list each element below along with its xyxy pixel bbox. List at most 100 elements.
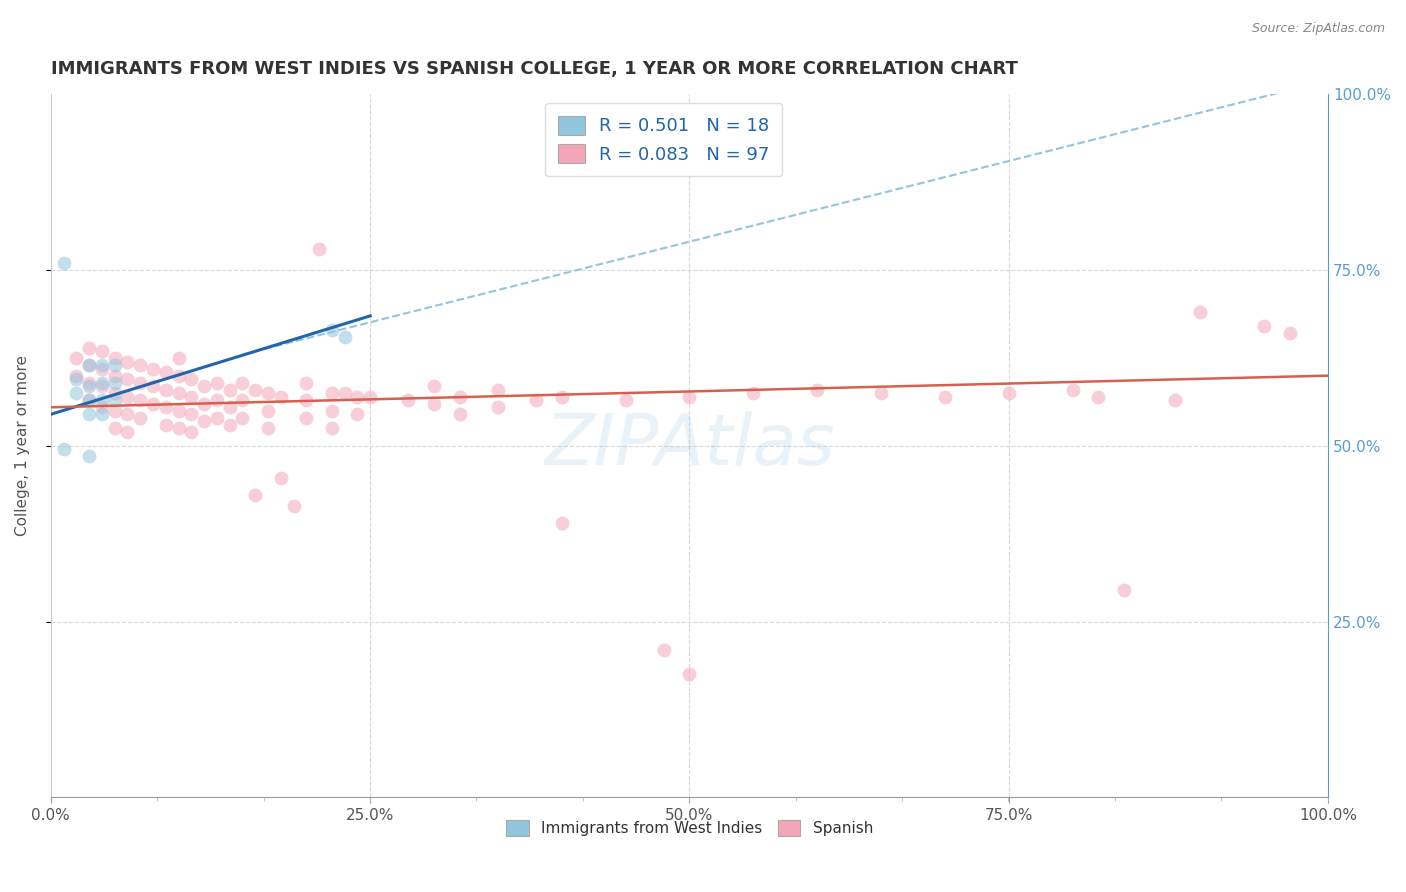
Point [270, 390, 292, 404]
Point [245, 383, 267, 397]
Point [346, 407, 368, 421]
Point [1164, 393, 1187, 408]
Point [423, 379, 446, 393]
Point [77, 376, 100, 390]
Point [180, 372, 202, 386]
Point [333, 386, 356, 401]
Point [998, 386, 1021, 401]
Point [155, 417, 177, 432]
Point [104, 351, 127, 365]
Point [117, 425, 139, 439]
Point [65, 351, 87, 365]
Point [117, 407, 139, 421]
Point [104, 393, 127, 408]
Point [104, 404, 127, 418]
Point [90, 401, 112, 415]
Point [142, 361, 165, 376]
Point [257, 404, 280, 418]
Point [321, 386, 343, 401]
Point [321, 421, 343, 435]
Point [117, 354, 139, 368]
Point [90, 379, 112, 393]
Point [90, 344, 112, 359]
Point [52, 256, 75, 270]
Point [90, 393, 112, 408]
Point [1062, 383, 1084, 397]
Point [218, 401, 240, 415]
Point [678, 667, 700, 681]
Point [167, 368, 190, 383]
Point [155, 383, 177, 397]
Point [129, 410, 152, 425]
Point [205, 410, 228, 425]
Point [283, 499, 305, 513]
Point [205, 393, 228, 408]
Point [117, 390, 139, 404]
Legend: Immigrants from West Indies, Spanish: Immigrants from West Indies, Spanish [499, 814, 879, 843]
Point [551, 516, 574, 531]
Point [65, 368, 87, 383]
Point [180, 390, 202, 404]
Point [90, 358, 112, 372]
Point [398, 393, 420, 408]
Point [167, 386, 190, 401]
Point [359, 390, 381, 404]
Point [1189, 305, 1212, 319]
Point [295, 376, 318, 390]
Point [104, 368, 127, 383]
Point [333, 330, 356, 344]
Point [104, 376, 127, 390]
Point [231, 410, 253, 425]
Point [614, 393, 637, 408]
Point [678, 390, 700, 404]
Point [129, 393, 152, 408]
Point [257, 421, 280, 435]
Text: ZIPAtlas: ZIPAtlas [544, 411, 835, 481]
Point [104, 358, 127, 372]
Point [65, 386, 87, 401]
Point [129, 376, 152, 390]
Point [104, 421, 127, 435]
Point [193, 379, 215, 393]
Point [77, 379, 100, 393]
Point [270, 470, 292, 484]
Point [321, 323, 343, 337]
Point [652, 642, 675, 657]
Point [167, 404, 190, 418]
Point [1278, 326, 1301, 341]
Point [142, 397, 165, 411]
Point [231, 393, 253, 408]
Point [308, 242, 330, 256]
Point [486, 383, 509, 397]
Y-axis label: College, 1 year or more: College, 1 year or more [15, 355, 30, 536]
Point [90, 376, 112, 390]
Point [65, 372, 87, 386]
Point [77, 341, 100, 355]
Point [77, 393, 100, 408]
Point [806, 383, 828, 397]
Point [90, 361, 112, 376]
Point [524, 393, 547, 408]
Point [934, 390, 956, 404]
Point [77, 450, 100, 464]
Point [551, 390, 574, 404]
Point [218, 383, 240, 397]
Point [870, 386, 893, 401]
Point [1087, 390, 1109, 404]
Point [205, 376, 228, 390]
Point [321, 404, 343, 418]
Point [486, 401, 509, 415]
Point [295, 393, 318, 408]
Point [742, 386, 765, 401]
Point [193, 414, 215, 428]
Point [117, 372, 139, 386]
Point [193, 397, 215, 411]
Point [129, 358, 152, 372]
Point [180, 425, 202, 439]
Point [90, 407, 112, 421]
Point [77, 393, 100, 408]
Point [142, 379, 165, 393]
Point [77, 358, 100, 372]
Point [167, 421, 190, 435]
Point [167, 351, 190, 365]
